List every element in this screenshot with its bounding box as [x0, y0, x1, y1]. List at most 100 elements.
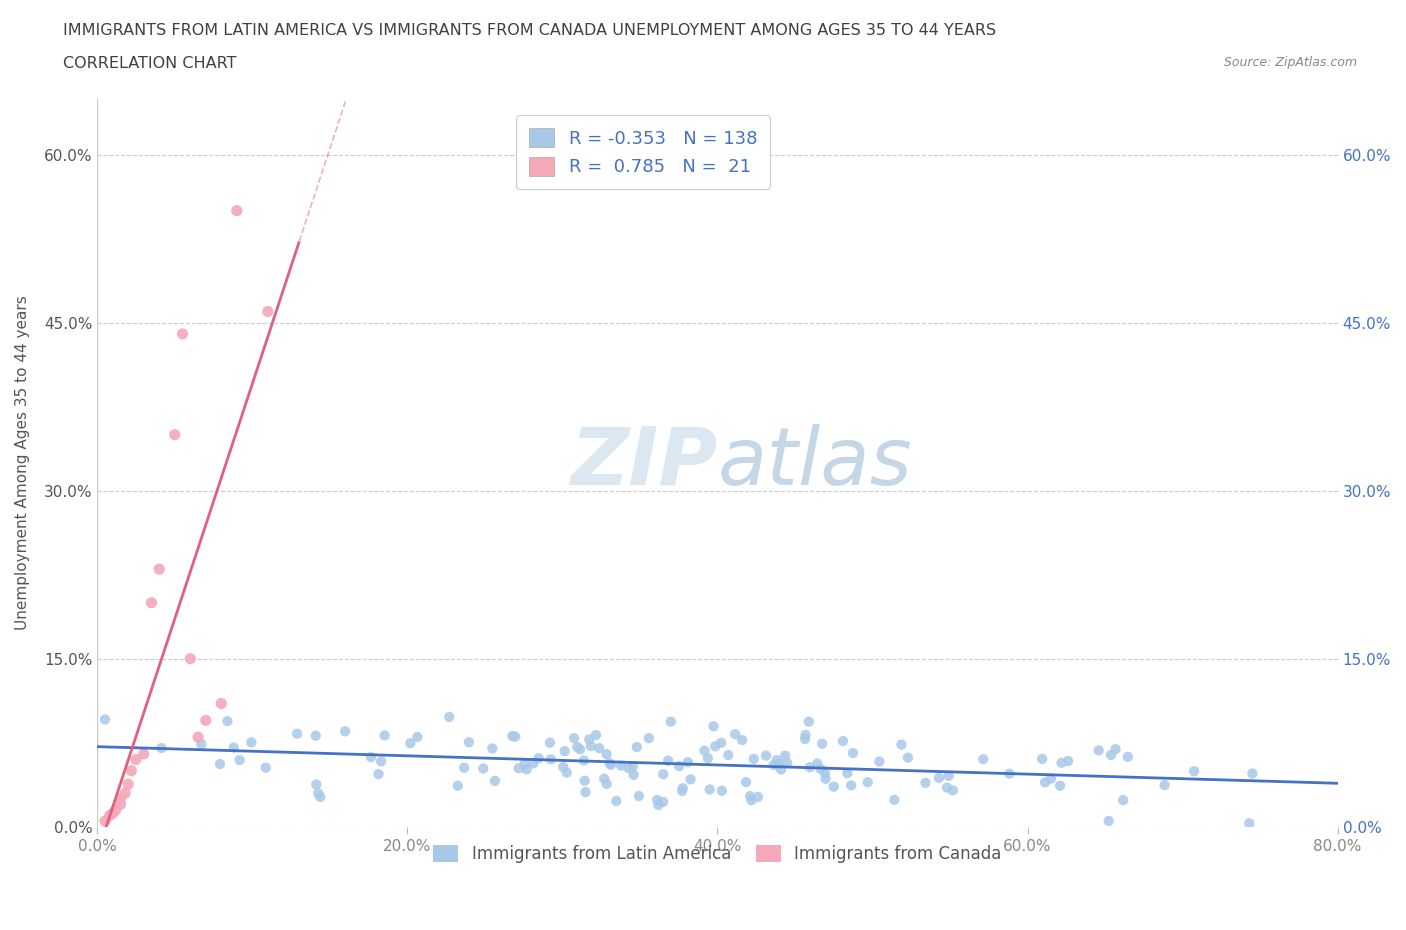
Text: atlas: atlas [717, 424, 912, 501]
Point [1050, 755, 1073, 770]
Point [309, 790, 332, 804]
Point [806, 756, 828, 771]
Point [1031, 751, 1053, 766]
Point [148, 562, 170, 577]
Point [814, 765, 837, 780]
Point [652, 794, 675, 809]
Point [770, 762, 793, 777]
Point [1040, 771, 1063, 786]
Point [307, 786, 329, 801]
Point [501, 728, 523, 743]
Point [839, 778, 862, 793]
Point [755, 748, 778, 763]
Point [647, 798, 669, 813]
Point [333, 724, 356, 738]
Text: ZIP: ZIP [569, 424, 717, 501]
Point [740, 789, 762, 804]
Point [936, 780, 959, 795]
Point [360, 750, 382, 764]
Point [1033, 775, 1056, 790]
Point [938, 768, 960, 783]
Point [522, 756, 544, 771]
Point [799, 760, 821, 775]
Point [1099, 748, 1122, 763]
Point [588, 740, 610, 755]
Point [668, 759, 690, 774]
Point [610, 758, 633, 773]
Point [710, 783, 733, 798]
Point [305, 728, 328, 743]
Point [679, 772, 702, 787]
Point [114, 786, 136, 801]
Point [554, 744, 576, 759]
Point [513, 757, 536, 772]
Point [439, 710, 461, 724]
Point [842, 746, 865, 761]
Point [209, 696, 232, 711]
Point [768, 756, 790, 771]
Point [832, 734, 855, 749]
Point [599, 756, 621, 771]
Point [256, 304, 278, 319]
Point [897, 751, 920, 765]
Point [574, 773, 596, 788]
Point [481, 741, 503, 756]
Point [150, 740, 173, 755]
Point [305, 777, 328, 791]
Point [810, 762, 832, 777]
Point [856, 775, 879, 790]
Point [605, 793, 627, 808]
Point [710, 736, 733, 751]
Point [1049, 778, 1071, 793]
Point [811, 737, 834, 751]
Point [672, 781, 695, 796]
Point [595, 747, 617, 762]
Point [740, 792, 762, 807]
Point [637, 731, 659, 746]
Point [823, 779, 845, 794]
Point [724, 726, 747, 741]
Point [972, 751, 994, 766]
Point [527, 751, 550, 765]
Point [699, 782, 721, 797]
Point [585, 727, 607, 742]
Point [508, 761, 530, 776]
Point [94, 814, 117, 829]
Point [942, 783, 965, 798]
Point [914, 776, 936, 790]
Point [406, 730, 429, 745]
Point [657, 753, 679, 768]
Point [742, 751, 765, 766]
Point [172, 326, 194, 341]
Point [693, 743, 716, 758]
Point [600, 757, 623, 772]
Point [659, 714, 682, 729]
Point [1087, 743, 1109, 758]
Point [399, 736, 422, 751]
Point [117, 777, 139, 791]
Point [163, 427, 186, 442]
Point [374, 728, 396, 743]
Point [472, 761, 495, 776]
Point [132, 747, 155, 762]
Point [484, 774, 506, 789]
Point [562, 731, 585, 746]
Point [890, 737, 912, 752]
Point [98, 808, 121, 823]
Point [1241, 766, 1264, 781]
Point [516, 762, 538, 777]
Point [367, 766, 389, 781]
Point [776, 755, 799, 770]
Point [141, 595, 163, 610]
Point [747, 790, 769, 804]
Point [765, 752, 787, 767]
Legend: Immigrants from Latin America, Immigrants from Canada: Immigrants from Latin America, Immigrant… [426, 838, 1008, 870]
Point [110, 797, 132, 812]
Point [228, 752, 250, 767]
Point [704, 739, 727, 754]
Point [457, 735, 479, 750]
Point [208, 757, 231, 772]
Point [187, 730, 209, 745]
Point [110, 791, 132, 806]
Point [627, 789, 650, 804]
